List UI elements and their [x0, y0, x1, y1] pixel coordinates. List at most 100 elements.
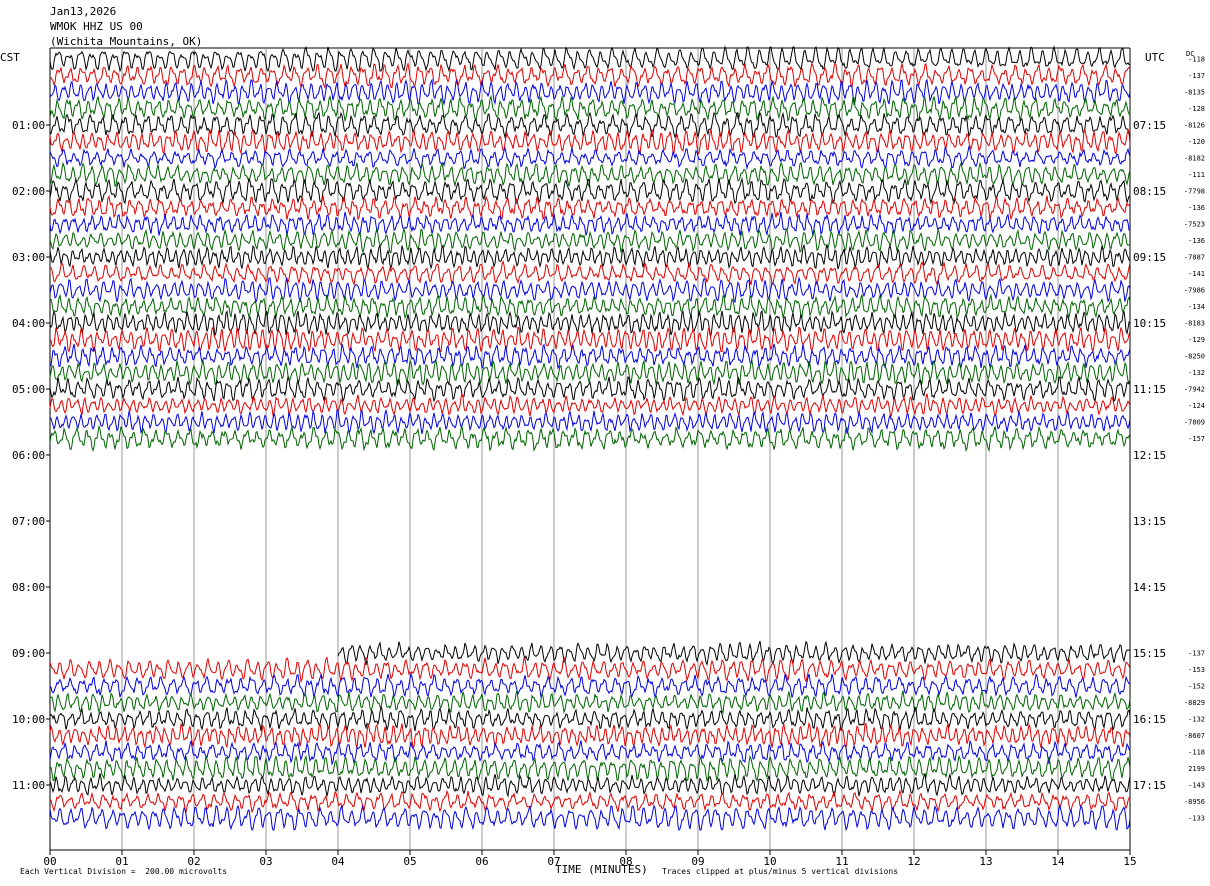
dc-offset-label: -136 [1188, 237, 1205, 245]
dc-offset-label: -8956 [1184, 798, 1205, 806]
x-tick-label: 13 [979, 855, 992, 868]
dc-offset-label: -132 [1188, 369, 1205, 377]
seismic-trace [49, 424, 1131, 453]
x-tick-label: 12 [907, 855, 920, 868]
seismic-trace [49, 177, 1131, 205]
seismic-trace [49, 375, 1131, 403]
right-hour-label: 12:15 [1133, 449, 1166, 462]
seismic-trace [49, 689, 1131, 714]
footer-clip-note: Traces clipped at plus/minus 5 vertical … [662, 867, 899, 876]
seismic-trace [49, 343, 1131, 370]
seismic-trace [49, 325, 1131, 353]
right-hour-label: 10:15 [1133, 317, 1166, 330]
x-axis-label: TIME (MINUTES) [555, 863, 648, 876]
seismic-trace [50, 61, 1131, 89]
seismic-trace [49, 111, 1131, 139]
right-hour-label: 08:15 [1133, 185, 1166, 198]
dc-offset-label: -128 [1188, 105, 1205, 113]
x-tick-label: 05 [403, 855, 416, 868]
x-tick-label: 06 [475, 855, 488, 868]
seismic-trace [49, 772, 1131, 798]
dc-offset-label: -8135 [1184, 89, 1205, 97]
seismic-trace [49, 721, 1131, 750]
dc-offset-label: -118 [1188, 749, 1205, 757]
x-tick-label: 03 [259, 855, 272, 868]
seismic-trace [49, 739, 1131, 766]
seismic-trace [49, 259, 1131, 287]
station-id: WMOK HHZ US 00 [50, 20, 143, 33]
dc-offset-label: -8126 [1184, 122, 1205, 130]
seismic-trace [49, 227, 1131, 255]
dc-column-label: DC [1186, 50, 1195, 58]
dc-offset-label: -7942 [1184, 386, 1205, 394]
dc-offset-label: -137 [1188, 650, 1205, 658]
seismic-trace [49, 804, 1131, 832]
right-hour-label: 09:15 [1133, 251, 1166, 264]
dc-offset-label: -153 [1188, 666, 1205, 674]
dc-offset-label: -120 [1188, 138, 1205, 146]
dc-offset-label: -134 [1188, 303, 1205, 311]
seismic-trace [49, 293, 1131, 319]
left-hour-label: 11:00 [12, 779, 45, 792]
seismic-trace [49, 45, 1130, 73]
right-hour-label: 11:15 [1133, 383, 1166, 396]
right-hour-label: 14:15 [1133, 581, 1166, 594]
left-hour-label: 10:00 [12, 713, 45, 726]
dc-offset-label: -8607 [1184, 732, 1205, 740]
dc-offset-label: -8182 [1184, 155, 1205, 163]
seismic-trace [49, 309, 1131, 337]
dc-offset-label: -7986 [1184, 287, 1205, 295]
station-location: (Wichita Mountains, OK) [50, 35, 203, 48]
dc-offset-label: -7798 [1184, 188, 1205, 196]
x-tick-label: 10 [763, 855, 776, 868]
x-tick-label: 08 [619, 855, 632, 868]
right-hour-label: 17:15 [1133, 779, 1166, 792]
right-hour-label: 13:15 [1133, 515, 1166, 528]
dc-offset-label: -7809 [1184, 419, 1205, 427]
left-hour-label: 07:00 [12, 515, 45, 528]
right-hour-label: 16:15 [1133, 713, 1166, 726]
dc-offset-label: -132 [1188, 716, 1205, 724]
dc-offset-label: -124 [1188, 402, 1205, 410]
dc-offset-label: -129 [1188, 336, 1205, 344]
seismic-trace [49, 789, 1131, 814]
dc-offset-label: -157 [1188, 435, 1205, 443]
seismic-trace [49, 754, 1131, 783]
dc-offset-label: -143 [1188, 782, 1205, 790]
left-hour-label: 09:00 [12, 647, 45, 660]
x-tick-label: 04 [331, 855, 345, 868]
seismic-trace [49, 127, 1131, 156]
seismic-trace [49, 243, 1131, 270]
x-tick-label: 14 [1051, 855, 1065, 868]
dc-offset-label: -136 [1188, 204, 1205, 212]
dc-offset-label: -152 [1188, 683, 1205, 691]
x-tick-label: 07 [547, 855, 560, 868]
dc-offset-label: -133 [1188, 815, 1205, 823]
x-tick-label: 00 [43, 855, 56, 868]
dc-offset-label: -7523 [1184, 221, 1205, 229]
dc-offset-label: -141 [1188, 270, 1205, 278]
x-tick-label: 15 [1123, 855, 1136, 868]
left-hour-label: 04:00 [12, 317, 45, 330]
dc-offset-label: -137 [1188, 72, 1205, 80]
right-hour-label: 15:15 [1133, 647, 1166, 660]
seismic-trace [49, 358, 1131, 387]
seismic-trace [49, 78, 1131, 106]
seismic-trace [49, 672, 1131, 699]
left-hour-label: 01:00 [12, 119, 45, 132]
x-tick-label: 01 [115, 855, 128, 868]
seismic-trace [49, 393, 1131, 417]
seismic-trace [337, 640, 1131, 666]
dc-offset-label: -8183 [1184, 320, 1205, 328]
x-tick-label: 11 [835, 855, 848, 868]
seismic-trace [49, 705, 1131, 732]
left-hour-label: 06:00 [12, 449, 45, 462]
seismic-trace [49, 194, 1131, 221]
plot-date: Jan13,2026 [50, 5, 117, 18]
seismic-trace [49, 144, 1131, 171]
seismic-trace [49, 656, 1131, 684]
right-hour-label: 07:15 [1133, 119, 1166, 132]
seismic-trace [49, 161, 1131, 188]
footer-scale-note: Each Vertical Division = 200.00 microvol… [20, 867, 228, 876]
